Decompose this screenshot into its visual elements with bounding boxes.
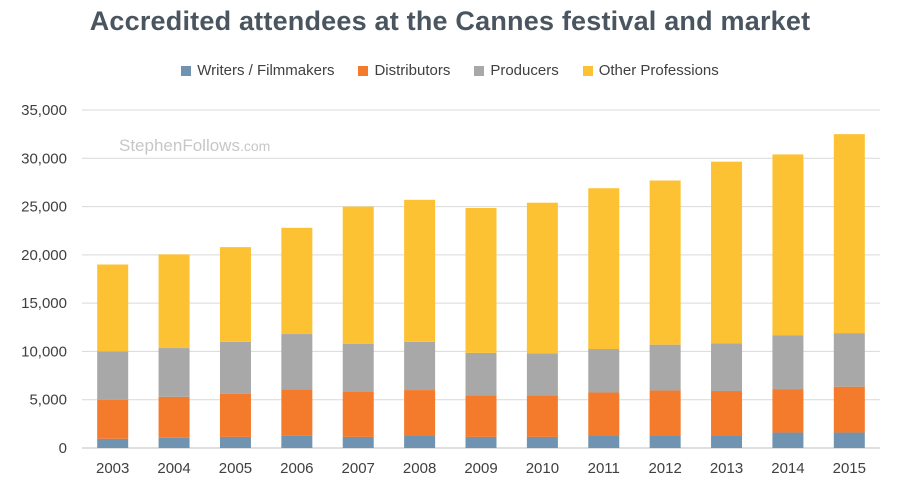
bar-2005-distributors [219, 393, 251, 437]
y-tick-label: 10,000 [21, 343, 67, 360]
y-tick-label: 25,000 [21, 199, 67, 216]
bar-2007-writers-filmmakers [342, 436, 374, 448]
y-tick-label: 30,000 [21, 150, 67, 167]
chart-title: Accredited attendees at the Cannes festi… [89, 6, 811, 36]
watermark-domain: .com [240, 138, 270, 154]
bar-2015-other-professions [833, 134, 865, 334]
bar-2012-other-professions [649, 180, 681, 345]
bar-2005-producers [219, 341, 251, 394]
bar-2010-other-professions [526, 202, 558, 354]
bar-2010-writers-filmmakers [526, 436, 558, 448]
bar-2013-other-professions [711, 161, 743, 344]
bar-2015-producers [833, 333, 865, 387]
bar-2006-other-professions [281, 227, 313, 335]
x-tick-label: 2010 [526, 460, 559, 477]
y-tick-label: 5,000 [29, 392, 67, 409]
watermark: StephenFollows.com [119, 136, 270, 155]
legend-item-other[interactable]: Other Professions [582, 62, 719, 79]
bar-2004-distributors [158, 396, 190, 438]
bar-2015-writers-filmmakers [833, 432, 865, 448]
bar-2015-distributors [833, 386, 865, 433]
bar-2009-other-professions [465, 208, 497, 353]
y-tick-label: 0 [59, 440, 67, 457]
legend-label-other: Other Professions [598, 62, 719, 79]
x-tick-label: 2003 [96, 460, 129, 477]
bar-2005-other-professions [219, 247, 251, 342]
x-tick-label: 2005 [219, 460, 252, 477]
x-tick-label: 2012 [648, 460, 681, 477]
bar-2014-producers [772, 335, 804, 390]
watermark-brand: StephenFollows [119, 136, 240, 155]
bar-2013-distributors [711, 391, 743, 436]
bar-2006-distributors [281, 389, 313, 436]
bar-2004-producers [158, 348, 190, 397]
bar-2007-producers [342, 343, 374, 392]
bar-2014-other-professions [772, 154, 804, 336]
legend-item-distributors[interactable]: Distributors [358, 62, 450, 79]
bar-2006-producers [281, 334, 313, 390]
legend-swatch-distributors [358, 65, 369, 76]
x-tick-label: 2013 [710, 460, 743, 477]
bar-2012-producers [649, 344, 681, 391]
x-tick-label: 2014 [771, 460, 804, 477]
bar-2010-distributors [526, 395, 558, 437]
bar-2008-other-professions [404, 199, 436, 342]
bar-2009-producers [465, 352, 497, 396]
bar-2003-writers-filmmakers [97, 438, 129, 448]
bar-2011-distributors [588, 392, 620, 436]
bar-2007-distributors [342, 391, 374, 437]
bar-2004-other-professions [158, 254, 190, 349]
bar-2011-producers [588, 349, 620, 393]
bar-2008-writers-filmmakers [404, 435, 436, 448]
x-tick-label: 2004 [157, 460, 190, 477]
x-tick-label: 2015 [833, 460, 866, 477]
x-tick-label: 2011 [588, 460, 620, 477]
legend-label-distributors: Distributors [374, 62, 451, 79]
legend-item-producers[interactable]: Producers [474, 62, 559, 79]
legend-swatch-producers [474, 65, 485, 76]
bar-2012-writers-filmmakers [649, 435, 681, 448]
bar-2009-writers-filmmakers [465, 436, 497, 448]
x-tick-label: 2009 [464, 460, 497, 477]
x-tick-label: 2007 [342, 460, 375, 477]
bar-2003-distributors [97, 399, 129, 439]
bar-2013-producers [711, 343, 743, 392]
x-tick-label: 2006 [280, 460, 313, 477]
legend-swatch-writers [181, 65, 192, 76]
bar-2008-distributors [404, 390, 436, 436]
bar-2013-writers-filmmakers [711, 435, 743, 448]
chart-legend: Writers / Filmmakers Distributors Produc… [0, 62, 900, 79]
bar-2008-producers [404, 341, 436, 391]
bar-2014-writers-filmmakers [772, 432, 804, 448]
bar-2011-other-professions [588, 188, 620, 350]
y-tick-label: 35,000 [21, 102, 67, 119]
bar-2003-producers [97, 351, 129, 400]
bar-2009-distributors [465, 395, 497, 437]
bar-2006-writers-filmmakers [281, 435, 313, 448]
legend-item-writers[interactable]: Writers / Filmmakers [181, 62, 334, 79]
legend-label-writers: Writers / Filmmakers [197, 62, 335, 79]
legend-swatch-other [582, 65, 593, 76]
bar-2010-producers [526, 353, 558, 396]
bar-2011-writers-filmmakers [588, 435, 620, 448]
x-tick-label: 2008 [403, 460, 436, 477]
bar-2014-distributors [772, 389, 804, 433]
y-tick-label: 20,000 [21, 247, 67, 264]
bar-2003-other-professions [97, 264, 129, 352]
bar-2005-writers-filmmakers [219, 436, 251, 448]
legend-label-producers: Producers [490, 62, 559, 79]
y-tick-label: 15,000 [21, 295, 67, 312]
bar-2007-other-professions [342, 206, 374, 344]
bar-2004-writers-filmmakers [158, 437, 190, 448]
bar-2012-distributors [649, 390, 681, 436]
